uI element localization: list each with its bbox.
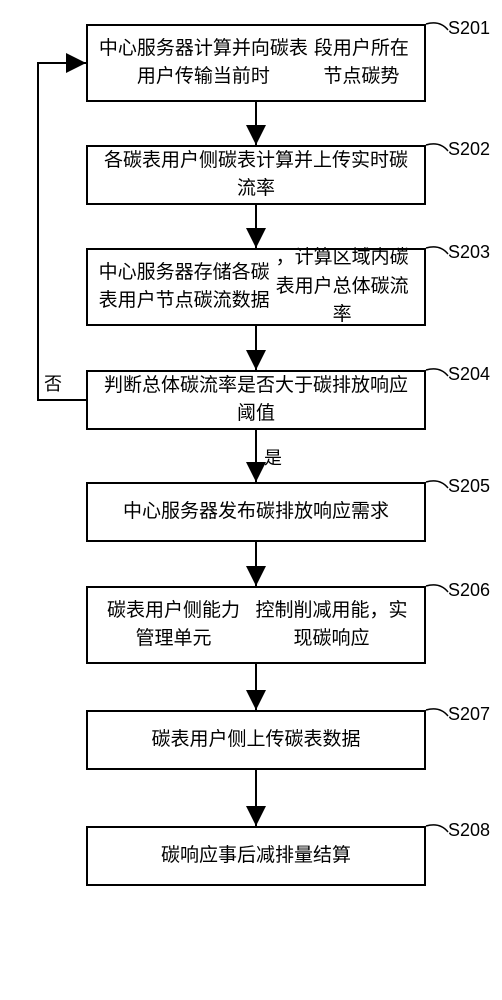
step-label-s202: S202 [448, 139, 490, 160]
step-label-s207: S207 [448, 704, 490, 725]
flowchart-canvas: 否 是 中心服务器计算并向碳表用户传输当前时段用户所在节点碳势 S201 各碳表用户… [0, 0, 502, 1000]
flow-box-s204: 判断总体碳流率是否大于碳排放响应阈值 [86, 370, 426, 430]
flow-box-s206: 碳表用户侧能力管理单元控制削减用能，实现碳响应 [86, 586, 426, 664]
edge-label-yes: 是 [264, 444, 282, 470]
step-label-s203: S203 [448, 242, 490, 263]
flow-box-s201: 中心服务器计算并向碳表用户传输当前时段用户所在节点碳势 [86, 24, 426, 102]
flow-box-s208: 碳响应事后减排量结算 [86, 826, 426, 886]
flow-box-s205: 中心服务器发布碳排放响应需求 [86, 482, 426, 542]
step-label-s205: S205 [448, 476, 490, 497]
flow-box-s203: 中心服务器存储各碳表用户节点碳流数据，计算区域内碳表用户总体碳流率 [86, 248, 426, 326]
step-label-s206: S206 [448, 580, 490, 601]
step-label-s208: S208 [448, 820, 490, 841]
step-label-s201: S201 [448, 18, 490, 39]
edge-label-no: 否 [44, 370, 62, 396]
flow-box-s207: 碳表用户侧上传碳表数据 [86, 710, 426, 770]
flow-box-s202: 各碳表用户侧碳表计算并上传实时碳流率 [86, 145, 426, 205]
step-label-s204: S204 [448, 364, 490, 385]
